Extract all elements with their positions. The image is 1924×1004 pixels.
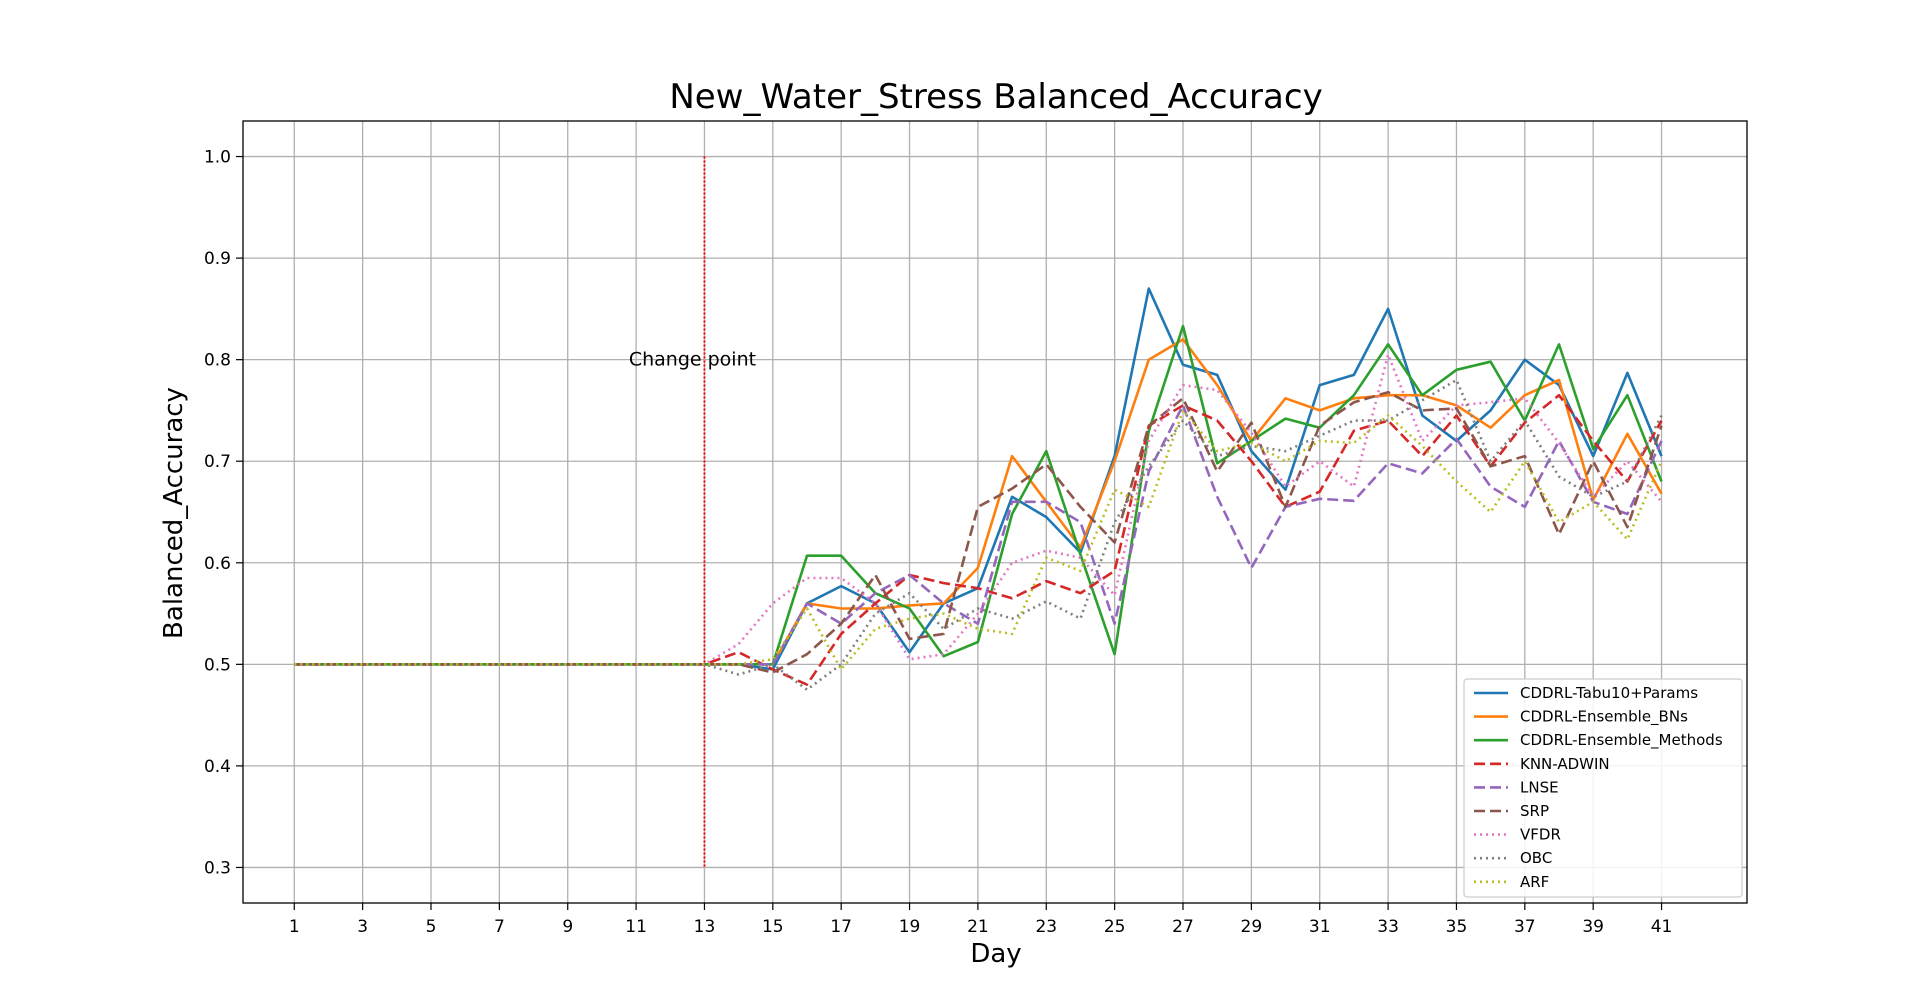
- chart-title: New_Water_Stress Balanced_Accuracy: [669, 77, 1322, 117]
- x-tick-label: 15: [762, 917, 784, 937]
- legend-label: CDDRL-Ensemble_Methods: [1520, 731, 1723, 750]
- x-axis-ticks: 1 3 5 7 9 11 13 15 17 19 21 23 25 27 29 31 33 35 37 39 41: [289, 903, 1673, 937]
- y-tick-label: 0.8: [204, 351, 231, 371]
- x-tick-label: 33: [1377, 917, 1399, 937]
- x-tick-label: 29: [1241, 917, 1263, 937]
- x-tick-label: 21: [967, 917, 989, 937]
- series-line: [294, 378, 1663, 692]
- x-tick-label: 19: [899, 917, 921, 937]
- change-point-group: Change point: [629, 156, 756, 868]
- x-tick-label: 17: [830, 917, 852, 937]
- x-tick-label: 3: [357, 917, 368, 937]
- legend-label: KNN-ADWIN: [1520, 755, 1610, 773]
- y-tick-label: 0.7: [204, 452, 231, 472]
- series-line: [294, 353, 1663, 666]
- plot-frame: [242, 120, 1748, 904]
- x-tick-label: 11: [625, 917, 647, 937]
- y-tick-label: 0.9: [204, 249, 231, 269]
- y-tick-label: 0.4: [204, 757, 231, 777]
- y-tick-label: 0.5: [204, 655, 231, 675]
- legend-label: ARF: [1520, 873, 1549, 891]
- x-tick-label: 37: [1514, 917, 1536, 937]
- x-tick-label: 31: [1309, 917, 1331, 937]
- y-tick-label: 1.0: [204, 148, 231, 168]
- legend-label: CDDRL-Tabu10+Params: [1520, 684, 1698, 702]
- x-tick-label: 9: [562, 917, 573, 937]
- y-tick-label: 0.6: [204, 554, 231, 574]
- x-tick-label: 35: [1446, 917, 1468, 937]
- x-tick-label: 13: [694, 917, 716, 937]
- legend-label: VFDR: [1520, 826, 1561, 844]
- legend: CDDRL-Tabu10+Params CDDRL-Ensemble_BNs CDD…: [1463, 678, 1743, 898]
- change-point-label: Change point: [629, 349, 756, 371]
- x-tick-label: 7: [494, 917, 505, 937]
- x-tick-label: 25: [1104, 917, 1126, 937]
- y-tick-label: 0.3: [204, 858, 231, 878]
- legend-box: [1463, 678, 1743, 898]
- legend-label: OBC: [1520, 849, 1552, 867]
- x-tick-label: 41: [1651, 917, 1673, 937]
- x-tick-label: 39: [1582, 917, 1604, 937]
- series-line: [294, 390, 1663, 674]
- x-tick-label: 27: [1172, 917, 1194, 937]
- x-tick-label: 5: [426, 917, 437, 937]
- series-group: [294, 287, 1663, 692]
- x-axis-title: Day: [970, 939, 1021, 969]
- y-axis-title: Balanced_Accuracy: [159, 387, 189, 639]
- legend-label: SRP: [1520, 802, 1549, 820]
- legend-label: LNSE: [1520, 778, 1559, 796]
- y-axis-ticks: 0.3 0.4 0.5 0.6 0.7 0.8 0.9 1.0: [204, 148, 243, 878]
- x-tick-label: 23: [1035, 917, 1057, 937]
- legend-label: CDDRL-Ensemble_BNs: [1520, 708, 1688, 727]
- x-tick-label: 1: [289, 917, 300, 937]
